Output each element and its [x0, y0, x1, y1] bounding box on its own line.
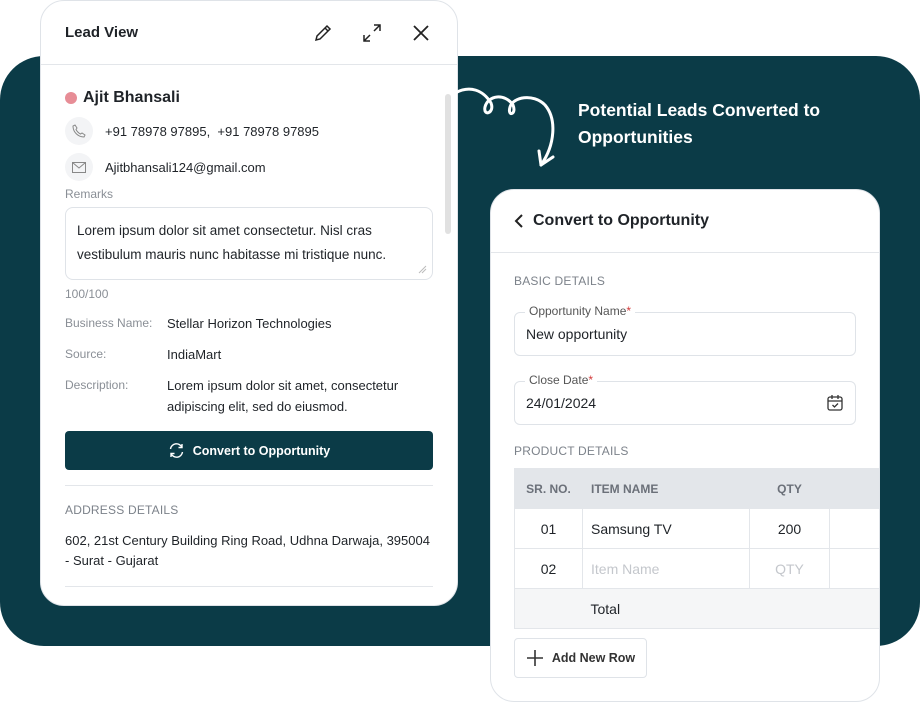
item-cell[interactable]: Samsung TV — [582, 508, 750, 549]
convert-label: Convert to Opportunity — [192, 443, 331, 458]
col-sr-no: SR. NO. — [514, 468, 583, 509]
close-date-input[interactable]: Close Date* 24/01/2024 — [514, 373, 856, 425]
status-dot — [65, 92, 77, 104]
opportunity-name-input[interactable]: Opportunity Name* New opportunity — [514, 304, 856, 356]
phone-numbers: +91 78978 97895, +91 78978 97895 — [105, 123, 319, 139]
email: Ajitbhansali124@gmail.com — [105, 159, 266, 175]
description-label: Description: — [65, 378, 129, 392]
char-count: 100/100 — [65, 287, 109, 301]
qty-cell[interactable]: 200 — [749, 508, 830, 549]
sr-cell: 01 — [514, 508, 583, 549]
business-value: Stellar Horizon Technologies — [167, 316, 332, 331]
address: 602, 21st Century Building Ring Road, Ud… — [65, 533, 430, 568]
convert-to-opportunity-button[interactable]: Convert to Opportunity — [65, 431, 433, 470]
sr-cell: 02 — [514, 548, 583, 589]
panel-title: Lead View — [65, 24, 139, 41]
phone-icon — [65, 117, 93, 145]
pencil-icon[interactable] — [311, 21, 335, 45]
lead-view-panel: Lead View Ajit Bhansali +91 78978 97895,… — [40, 0, 458, 606]
refresh-icon — [169, 443, 183, 458]
product-table: SR. NO. ITEM NAME QTY 01 Samsung TV 200 02 It… — [514, 468, 879, 629]
col-qty: QTY — [749, 468, 830, 509]
back-chevron-icon[interactable] — [513, 214, 525, 228]
col-item-name: ITEM NAME — [582, 468, 750, 509]
business-label: Business Name: — [65, 316, 153, 330]
total-label: Total — [582, 588, 879, 629]
remarks-textarea[interactable]: Lorem ipsum dolor sit amet consectetur. … — [65, 207, 433, 280]
address-section-title: ADDRESS DETAILS — [65, 503, 179, 517]
lead-name: Ajit Bhansali — [83, 89, 180, 106]
panel-title: Convert to Opportunity — [533, 212, 709, 229]
mail-icon — [65, 153, 93, 181]
scrollbar[interactable] — [445, 94, 451, 234]
convert-opportunity-panel: Convert to Opportunity BASIC DETAILS Opp… — [490, 189, 880, 702]
add-new-row-button[interactable]: Add New Row — [514, 638, 647, 678]
basic-details-title: BASIC DETAILS — [514, 274, 606, 288]
field-label: Close Date — [529, 373, 589, 387]
close-icon[interactable] — [409, 21, 433, 45]
remarks-label: Remarks — [65, 187, 114, 201]
description-value: Lorem ipsum dolor sit amet, consectetur … — [167, 378, 399, 414]
add-row-label: Add New Row — [551, 651, 636, 665]
field-value: New opportunity — [526, 326, 628, 342]
item-input[interactable]: Item Name — [582, 548, 750, 589]
col-extra — [829, 468, 879, 509]
field-value: 24/01/2024 — [526, 395, 597, 411]
calendar-icon[interactable] — [826, 394, 844, 412]
qty-input[interactable]: QTY — [749, 548, 830, 589]
table-row: 02 Item Name QTY — [514, 548, 879, 589]
remarks-text: Lorem ipsum dolor sit amet consectetur. … — [77, 223, 387, 262]
plus-icon — [526, 650, 543, 666]
field-label: Opportunity Name — [529, 304, 627, 318]
expand-icon[interactable] — [360, 21, 384, 45]
product-details-title: PRODUCT DETAILS — [514, 444, 629, 458]
curly-arrow-icon — [455, 87, 555, 167]
source-label: Source: — [65, 347, 107, 361]
table-row: 01 Samsung TV 200 — [514, 508, 879, 549]
source-value: IndiaMart — [167, 347, 222, 362]
caption: Potential Leads Converted to Opportuniti… — [578, 100, 821, 147]
